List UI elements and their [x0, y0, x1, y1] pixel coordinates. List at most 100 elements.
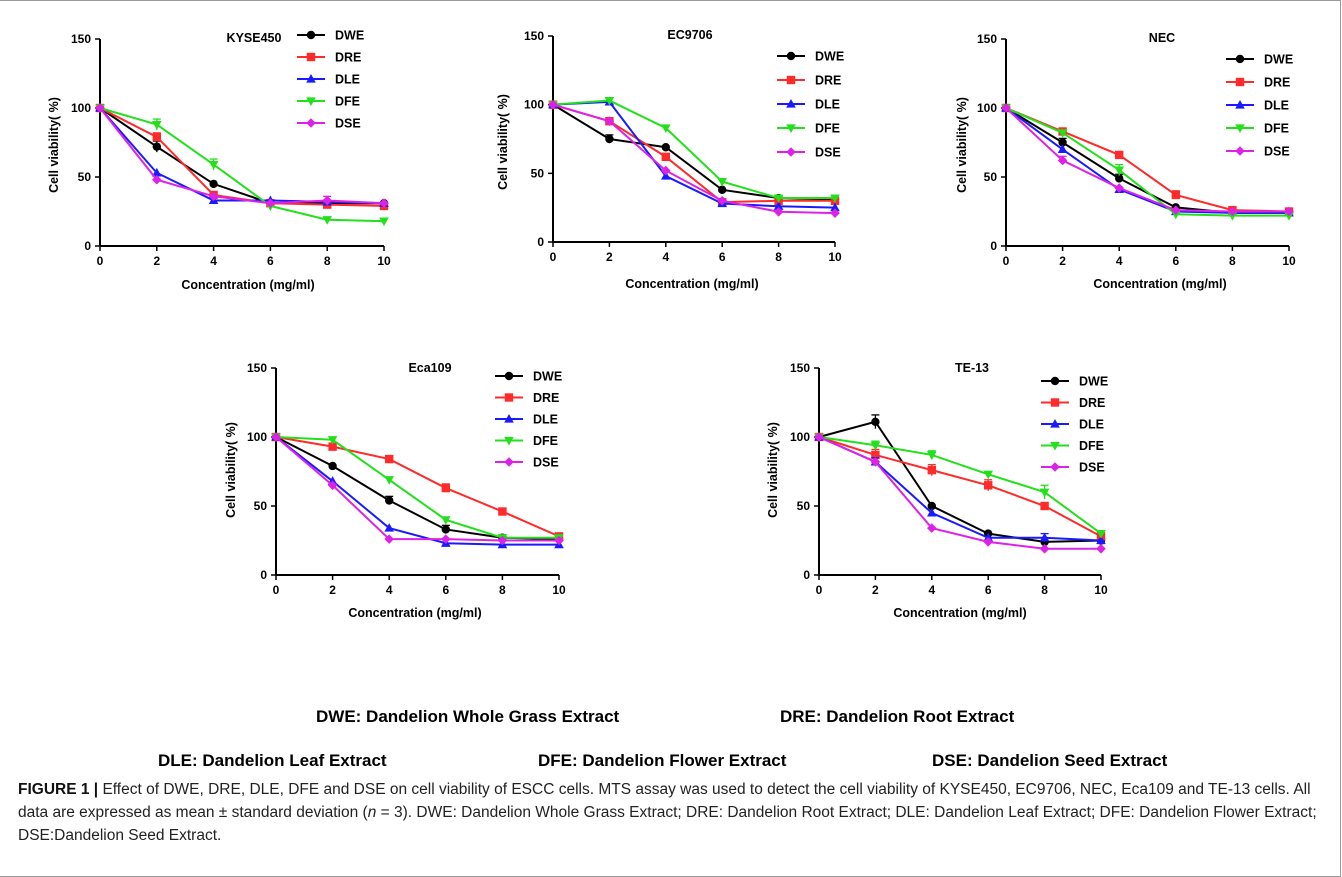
series-line — [99, 107, 385, 223]
abbr-dle: DLE: Dandelion Leaf Extract — [158, 751, 387, 770]
x-tick-label: 8 — [775, 250, 782, 264]
series-line — [818, 436, 1102, 538]
chart-title: NEC — [1149, 31, 1175, 45]
data-point — [661, 143, 670, 152]
chart-title: TE-13 — [955, 361, 989, 375]
legend-marker — [504, 393, 514, 402]
y-axis-label: Cell viability( %) — [47, 97, 61, 193]
legend-label: DRE — [815, 74, 841, 88]
legend-marker — [306, 74, 316, 83]
legend-label: DRE — [335, 51, 361, 65]
data-point — [1096, 535, 1106, 545]
legend-marker — [786, 51, 796, 61]
legend-marker — [1050, 419, 1060, 428]
legend-marker — [1235, 100, 1245, 109]
data-point — [983, 537, 993, 547]
series-line — [1005, 107, 1289, 214]
legend-marker — [1235, 146, 1245, 156]
x-tick-label: 0 — [97, 254, 104, 268]
data-point — [1057, 155, 1068, 166]
data-point — [927, 507, 937, 517]
data-point — [152, 167, 162, 177]
y-tick-label: 150 — [977, 32, 997, 46]
y-tick-label: 0 — [84, 239, 91, 253]
x-tick-label: 0 — [816, 583, 823, 597]
data-point — [322, 216, 332, 225]
data-point — [95, 103, 105, 113]
data-point — [1171, 205, 1181, 215]
data-point — [661, 124, 671, 134]
y-tick-label: 0 — [537, 235, 544, 249]
data-point — [1057, 144, 1068, 153]
data-point — [1171, 210, 1181, 220]
legend-label: DRE — [1079, 396, 1105, 410]
x-axis-label: Concentration (mg/ml) — [181, 278, 314, 292]
legend-marker — [306, 52, 316, 62]
y-tick-label: 100 — [247, 430, 267, 444]
data-point — [384, 476, 394, 485]
data-point — [441, 525, 450, 534]
x-tick-label: 8 — [1041, 583, 1048, 597]
legend-label: DSE — [335, 117, 361, 131]
y-axis-label: Cell viability( %) — [224, 422, 238, 518]
abbr-dfe: DFE: Dandelion Flower Extract — [538, 751, 787, 770]
data-point — [1039, 488, 1050, 498]
data-point — [441, 483, 450, 493]
data-point — [661, 152, 670, 162]
legend-label: DWE — [533, 370, 562, 384]
data-point — [830, 208, 840, 218]
x-tick-label: 2 — [153, 254, 160, 268]
x-tick-label: 8 — [1229, 254, 1236, 268]
y-axis-label: Cell viability( %) — [496, 94, 510, 190]
x-tick-label: 4 — [662, 250, 669, 264]
data-point — [773, 194, 784, 204]
data-point — [384, 534, 394, 544]
x-tick-label: 6 — [267, 254, 274, 268]
data-point — [870, 457, 881, 467]
x-tick-label: 8 — [324, 254, 331, 268]
x-tick-label: 0 — [550, 250, 557, 264]
data-point — [209, 179, 218, 189]
x-tick-label: 2 — [329, 583, 336, 597]
data-point — [1039, 543, 1050, 554]
y-tick-label: 50 — [984, 170, 998, 184]
data-point — [871, 450, 880, 460]
x-tick-label: 0 — [1003, 254, 1010, 268]
data-point — [927, 523, 937, 533]
series-dse — [95, 103, 389, 209]
legend-label: DWE — [815, 50, 844, 64]
legend-marker — [504, 414, 514, 423]
abbr-dse: DSE: Dandelion Seed Extract — [932, 751, 1168, 770]
y-tick-label: 150 — [247, 361, 267, 375]
series-dse — [271, 432, 564, 546]
legend-marker — [786, 147, 796, 157]
data-point — [548, 99, 558, 110]
x-tick-label: 4 — [386, 583, 393, 597]
x-tick-label: 10 — [828, 250, 842, 264]
x-tick-label: 0 — [273, 583, 280, 597]
legend-label: DLE — [533, 413, 558, 427]
chart-title: Eca109 — [408, 361, 451, 375]
data-point — [152, 174, 162, 185]
y-tick-label: 150 — [790, 361, 810, 375]
series-line — [1005, 107, 1289, 214]
legend-label: DFE — [1079, 439, 1104, 453]
data-point — [152, 120, 162, 130]
x-tick-label: 2 — [872, 583, 879, 597]
data-point — [1284, 212, 1294, 221]
y-tick-label: 150 — [71, 32, 91, 46]
series-dfe — [548, 96, 840, 204]
x-tick-label: 4 — [928, 583, 935, 597]
legend-marker — [786, 99, 796, 108]
data-point — [983, 532, 993, 542]
data-point — [328, 461, 337, 471]
series-line — [275, 436, 559, 546]
legend-marker — [1235, 124, 1245, 133]
y-tick-label: 100 — [977, 101, 997, 115]
x-axis-label: Concentration (mg/ml) — [893, 606, 1026, 620]
data-point — [870, 441, 881, 451]
chart-title: KYSE450 — [227, 31, 282, 45]
chart-title: EC9706 — [667, 28, 712, 42]
